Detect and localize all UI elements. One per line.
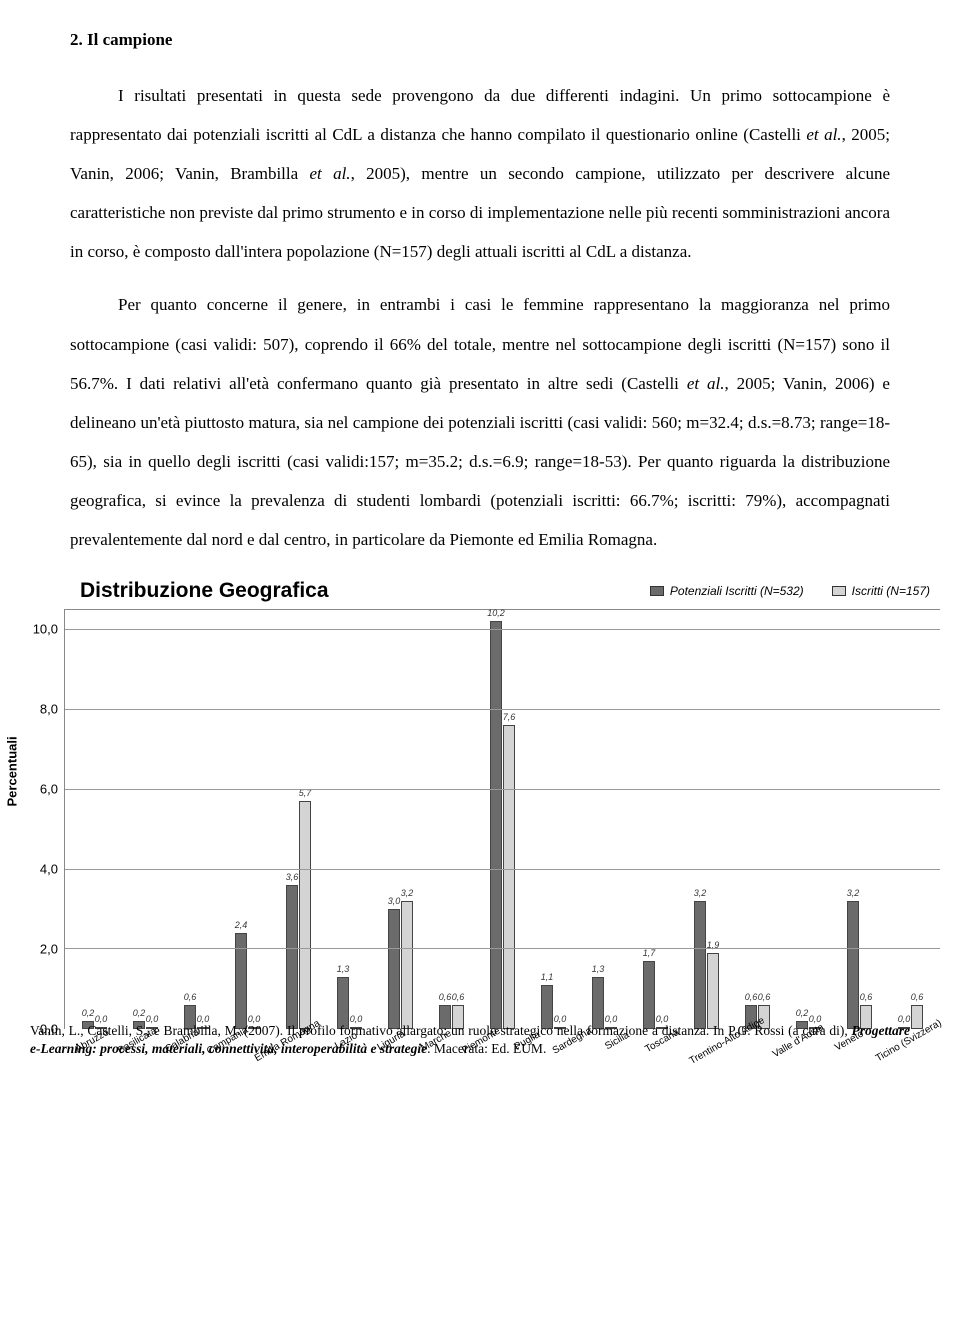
y-tick: 2,0 bbox=[40, 942, 58, 957]
text-italic: et al. bbox=[687, 374, 725, 393]
gridline bbox=[65, 789, 940, 790]
bar-series-2: 3,2 bbox=[401, 901, 413, 1029]
bar-value-label: 3,0 bbox=[388, 896, 401, 906]
bar-series-2: 5,7 bbox=[299, 801, 311, 1029]
bar-series-2: 7,6 bbox=[503, 725, 515, 1029]
y-tick: 8,0 bbox=[40, 702, 58, 717]
text-italic: et al. bbox=[310, 164, 351, 183]
gridline bbox=[65, 709, 940, 710]
gridline bbox=[65, 948, 940, 949]
gridline bbox=[65, 629, 940, 630]
bar-value-label: 1,3 bbox=[592, 964, 605, 974]
legend-label: Potenziali Iscritti (N=532) bbox=[670, 584, 804, 598]
legend-swatch bbox=[650, 586, 664, 596]
bar-value-label: 3,2 bbox=[694, 888, 707, 898]
plot-area: 0,20,00,20,00,60,02,40,03,65,71,30,03,03… bbox=[64, 609, 940, 1029]
bar-group: 10,27,6 bbox=[477, 621, 528, 1029]
bar-series-1: 3,2 bbox=[694, 901, 706, 1029]
y-tick: 10,0 bbox=[33, 622, 58, 637]
bar-series-2: 1,9 bbox=[707, 953, 719, 1029]
footer-citation: Vanin, L., Castelli, S., e Brambilla, M.… bbox=[30, 1022, 910, 1058]
text: , 2005; Vanin, 2006) e delineano un'età … bbox=[70, 374, 890, 549]
legend-swatch bbox=[832, 586, 846, 596]
bar-group: 3,21,9 bbox=[681, 901, 732, 1029]
bar-group: 3,03,2 bbox=[375, 901, 426, 1029]
bar-value-label: 0,2 bbox=[133, 1008, 146, 1018]
bar-series-1: 3,0 bbox=[388, 909, 400, 1029]
y-tick: 6,0 bbox=[40, 782, 58, 797]
text-italic: et al. bbox=[806, 125, 841, 144]
text: Vanin, L., Castelli, S., e Brambilla, M.… bbox=[30, 1023, 852, 1038]
text: I risultati presentati in questa sede pr… bbox=[70, 86, 890, 144]
bar-value-label: 0,6 bbox=[745, 992, 758, 1002]
chart-legend: Potenziali Iscritti (N=532) Iscritti (N=1… bbox=[650, 584, 930, 598]
text: . Macerata: Ed. EUM. bbox=[427, 1041, 546, 1056]
legend-item: Iscritti (N=157) bbox=[832, 584, 930, 598]
bars-row: 0,20,00,20,00,60,02,40,03,65,71,30,03,03… bbox=[65, 610, 940, 1029]
bar-value-label: 0,6 bbox=[758, 992, 771, 1002]
bar-series-1: 1,7 bbox=[643, 961, 655, 1029]
bar-value-label: 1,3 bbox=[337, 964, 350, 974]
bar-value-label: 0,6 bbox=[184, 992, 197, 1002]
bar-value-label: 1,7 bbox=[643, 948, 656, 958]
bar-group: 3,20,6 bbox=[834, 901, 885, 1029]
y-tick: 4,0 bbox=[40, 862, 58, 877]
bar-value-label: 3,2 bbox=[847, 888, 860, 898]
bar-value-label: 0,2 bbox=[796, 1008, 809, 1018]
bar-series-1: 10,2 bbox=[490, 621, 502, 1029]
chart-header: Distribuzione Geografica Potenziali Iscr… bbox=[20, 579, 940, 603]
bar-series-2: 0,6 bbox=[911, 1005, 923, 1029]
bar-value-label: 2,4 bbox=[235, 920, 248, 930]
y-axis: 0,02,04,06,08,010,0 bbox=[20, 609, 64, 1029]
legend-label: Iscritti (N=157) bbox=[852, 584, 930, 598]
bar-value-label: 1,1 bbox=[541, 972, 554, 982]
paragraph-1: I risultati presentati in questa sede pr… bbox=[70, 76, 890, 271]
section-heading: 2. Il campione bbox=[70, 30, 890, 50]
gridline bbox=[65, 869, 940, 870]
bar-value-label: 0,6 bbox=[911, 992, 924, 1002]
bar-value-label: 3,6 bbox=[286, 872, 299, 882]
bar-value-label: 0,6 bbox=[439, 992, 452, 1002]
bar-value-label: 3,2 bbox=[401, 888, 414, 898]
bar-value-label: 7,6 bbox=[503, 712, 516, 722]
paragraph-2: Per quanto concerne il genere, in entram… bbox=[70, 285, 890, 559]
bar-series-1: 3,6 bbox=[286, 885, 298, 1029]
chart-title: Distribuzione Geografica bbox=[80, 579, 329, 603]
bar-value-label: 0,2 bbox=[82, 1008, 95, 1018]
chart-container: Distribuzione Geografica Potenziali Iscr… bbox=[20, 579, 940, 1042]
legend-item: Potenziali Iscritti (N=532) bbox=[650, 584, 804, 598]
bar-value-label: 10,2 bbox=[487, 608, 505, 618]
y-axis-label: Percentuali bbox=[5, 737, 20, 807]
bar-value-label: 0,6 bbox=[860, 992, 873, 1002]
bar-series-1: 3,2 bbox=[847, 901, 859, 1029]
bar-value-label: 0,6 bbox=[452, 992, 465, 1002]
bar-group: 3,65,7 bbox=[273, 801, 324, 1029]
bar-group: 1,70,0 bbox=[630, 961, 681, 1029]
chart-plot: Percentuali 0,02,04,06,08,010,0 0,20,00,… bbox=[20, 609, 940, 1029]
